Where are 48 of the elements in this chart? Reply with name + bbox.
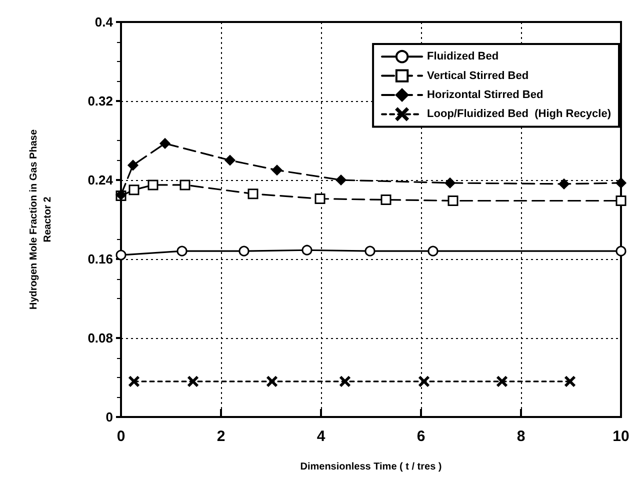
x-axis-title: Dimensionless Time ( t / tres ) <box>300 462 442 472</box>
point <box>428 246 438 256</box>
point <box>564 376 576 387</box>
point <box>616 195 626 206</box>
y-axis-title: Hydrogen Mole Fraction in Gas Phase Reactor 2 <box>28 129 54 310</box>
point <box>616 246 626 256</box>
x-tick-label: 8 <box>516 428 526 445</box>
point <box>364 246 376 256</box>
point <box>128 160 138 170</box>
point <box>496 376 508 387</box>
point <box>444 178 456 188</box>
point <box>448 195 458 206</box>
y-tick-label: 0.08 <box>88 330 113 346</box>
y-tick-label: 0.24 <box>88 172 114 188</box>
point <box>128 184 140 196</box>
point <box>558 178 570 190</box>
x-tick-label: 10 <box>612 428 630 445</box>
point <box>336 174 346 186</box>
x-tick-label: 0 <box>116 428 126 445</box>
point <box>302 244 312 256</box>
point <box>128 376 140 387</box>
point <box>238 246 250 256</box>
y-tick-label: 0 <box>106 410 113 424</box>
legend-label: Vertical Stirred Bed <box>427 70 529 82</box>
legend-label: Horizontal Stirred Bed <box>427 89 544 101</box>
point <box>224 155 236 166</box>
point <box>272 164 282 176</box>
y-tick-label: 0.32 <box>88 94 113 108</box>
point <box>180 180 190 190</box>
y-tick-label: 0.4 <box>94 14 114 30</box>
point <box>176 246 188 256</box>
point <box>616 178 626 188</box>
y-tick-label: 0.16 <box>88 252 113 266</box>
point <box>266 376 278 387</box>
point <box>148 180 158 190</box>
point <box>160 138 170 149</box>
point <box>380 194 392 205</box>
point <box>248 188 258 200</box>
x-tick-label: 2 <box>216 428 226 445</box>
point <box>314 194 326 204</box>
legend-label: Fluidized Bed <box>427 50 499 63</box>
x-tick-label: 4 <box>316 428 326 445</box>
point <box>340 376 350 387</box>
point <box>116 250 126 260</box>
point <box>188 376 198 387</box>
point <box>418 376 430 387</box>
x-tick-label: 6 <box>416 428 426 445</box>
legend-label: Loop/Fluidized Bed (High Recycle) <box>427 108 612 120</box>
